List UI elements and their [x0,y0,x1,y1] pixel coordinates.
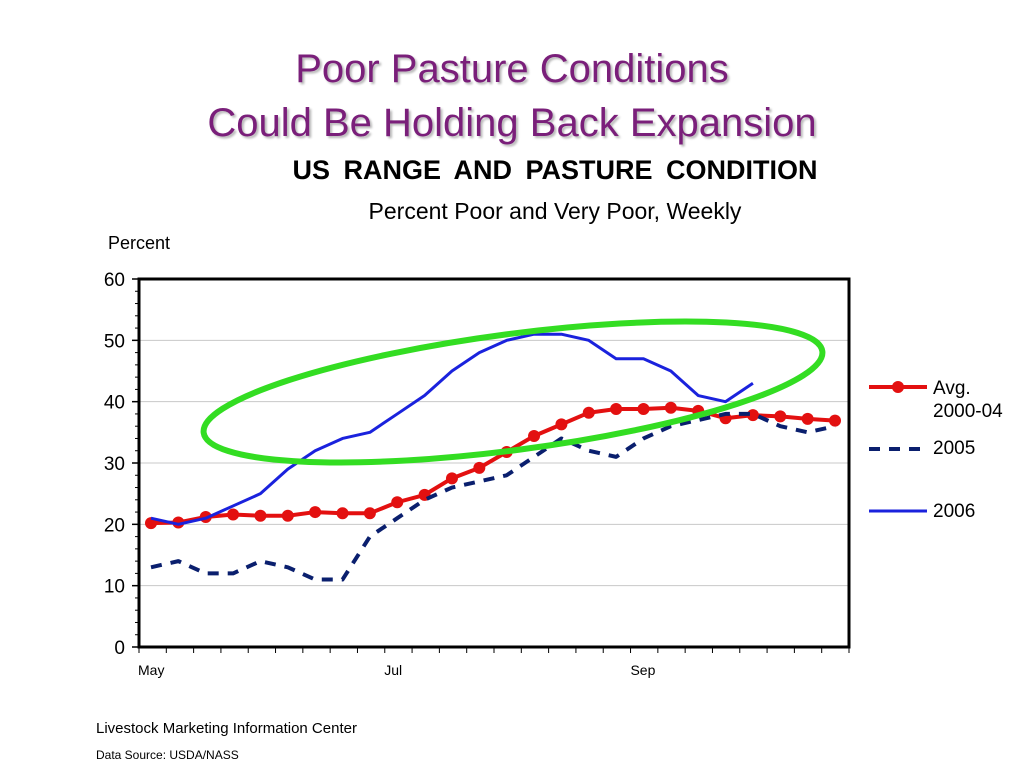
chart-title: US RANGE AND PASTURE CONDITION [292,155,818,185]
data-point [528,430,541,443]
data-point [445,472,458,485]
data-point [829,414,841,427]
y-tick-label: 30 [104,454,125,475]
legend-label-line: 2006 [933,501,976,522]
data-point [309,506,322,519]
footer-data-source: Data Source: USDA/NASS [96,748,239,762]
data-point [555,418,568,431]
data-point [774,410,787,423]
data-point [391,496,404,509]
y-tick-label: 50 [104,331,125,352]
chart-subtitle: Percent Poor and Very Poor, Weekly [368,198,742,224]
legend-label-line: Avg. [933,378,971,399]
data-point [637,403,650,416]
series-line-1 [150,411,836,582]
series-line-2 [150,332,754,526]
y-tick-label: 20 [104,515,125,536]
data-point [363,507,376,520]
legend-label-2006: 2006 [933,500,975,523]
data-point [336,507,349,520]
data-point [254,509,267,522]
y-axis-label: Percent [108,233,171,253]
data-point [473,461,486,474]
y-tick-label: 0 [114,638,125,659]
data-point [582,406,595,419]
data-point [746,409,759,422]
slide-title-line-1: Poor Pasture Conditions [295,47,729,91]
y-tick-label: 60 [104,270,125,291]
legend-label-line: 2000-04 [933,401,1003,422]
legend-marker [892,381,904,393]
y-tick-label: 10 [104,577,125,598]
data-point [664,401,677,414]
x-tick-label: Sep [630,662,655,678]
x-tick-label: Jul [384,662,402,678]
y-tick-label: 40 [104,393,125,414]
legend-label-2005: 2005 [933,437,975,460]
footer-source-org: Livestock Marketing Information Center [96,720,357,737]
highlight-ellipse [200,318,826,466]
slide-title-line-2: Could Be Holding Back Expansion [207,101,817,145]
data-point [281,509,294,522]
legend-label-line: 2005 [933,438,976,459]
data-point [610,403,623,416]
data-point [801,412,814,425]
legend-label-avg: Avg. 2000-04 [933,377,1003,423]
data-point [227,508,240,521]
x-tick-label: May [138,662,164,678]
data-point [172,516,185,529]
